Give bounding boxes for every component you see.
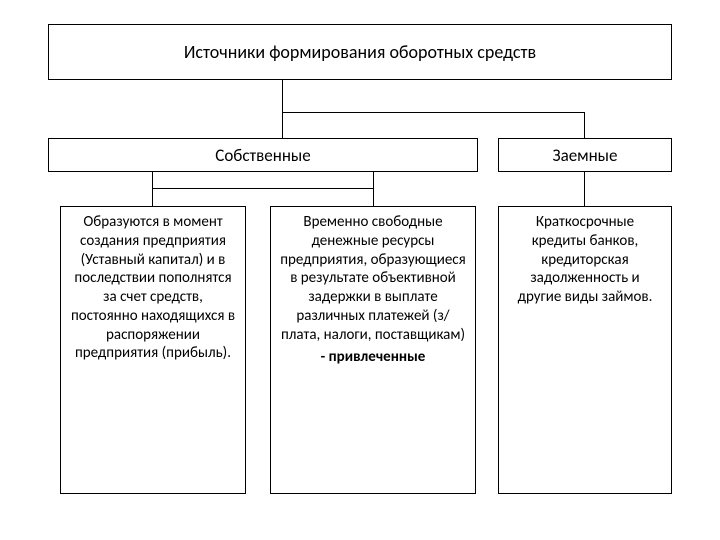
connector-root-bus [282, 112, 585, 113]
connector-root-down [282, 80, 283, 112]
connector-to-own [282, 112, 283, 138]
root-box: Источники формирования оборотных средств [48, 24, 672, 80]
category-borrowed-box: Заемные [498, 138, 672, 172]
connector-own-right [373, 172, 374, 206]
connector-borrowed-down [584, 172, 585, 206]
category-borrowed-label: Заемные [553, 145, 618, 166]
leaf-borrowed-credits-box: Краткосрочные кредиты банков, кредиторск… [498, 206, 672, 494]
leaf-own-temporary-box: Временно свободные денежные ресурсы пред… [270, 206, 476, 494]
leaf-own-formation-text: Образуются в момент создания предприятия… [71, 213, 235, 362]
connector-own-bus [152, 188, 374, 189]
leaf-borrowed-credits-text: Краткосрочные кредиты банков, кредиторск… [518, 213, 653, 306]
leaf-own-temporary-text: Временно свободные денежные ресурсы пред… [280, 213, 466, 344]
connector-own-left [152, 188, 153, 206]
category-own-label: Собственные [215, 145, 310, 166]
connector-own-bus-drop [152, 172, 153, 188]
category-own-box: Собственные [48, 138, 478, 172]
leaf-own-temporary-sub: - привлеченные [279, 348, 467, 367]
leaf-own-formation-box: Образуются в момент создания предприятия… [60, 206, 246, 494]
connector-to-borrowed [584, 112, 585, 138]
root-label: Источники формирования оборотных средств [184, 41, 536, 63]
